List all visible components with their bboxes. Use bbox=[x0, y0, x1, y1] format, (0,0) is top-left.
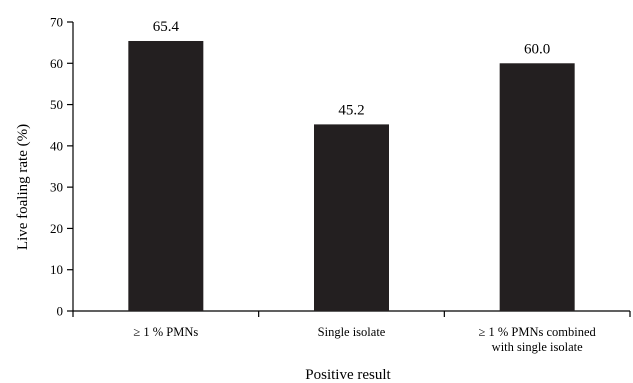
bar bbox=[314, 124, 389, 311]
y-tick-label: 10 bbox=[50, 262, 63, 277]
bar bbox=[128, 40, 204, 312]
x-tick-label: ≥ 1 % PMNs bbox=[133, 325, 198, 339]
y-tick-label: 40 bbox=[50, 138, 63, 153]
y-tick-label: 0 bbox=[57, 304, 64, 319]
y-tick-label: 20 bbox=[50, 221, 63, 236]
data-label: 60.0 bbox=[524, 41, 550, 57]
y-tick-label: 30 bbox=[50, 180, 63, 195]
x-tick-label: ≥ 1 % PMNs combined bbox=[479, 325, 597, 339]
x-tick-label: with single isolate bbox=[492, 340, 583, 354]
data-label: 65.4 bbox=[153, 19, 180, 35]
data-label: 45.2 bbox=[338, 102, 364, 118]
bar bbox=[499, 63, 575, 312]
y-axis-title: Live foaling rate (%) bbox=[15, 124, 31, 250]
x-tick-label: Single isolate bbox=[318, 325, 386, 339]
y-tick-label: 70 bbox=[50, 15, 63, 30]
y-tick-label: 50 bbox=[50, 97, 63, 112]
bars: 65.4 45.2 60.0 bbox=[128, 19, 575, 312]
y-tick-label: 60 bbox=[50, 56, 63, 71]
axes: 0 10 20 30 40 50 60 70 ≥ 1 % PMNs Single isolate ≥… bbox=[50, 15, 631, 354]
x-axis-title: Positive result bbox=[305, 367, 391, 383]
